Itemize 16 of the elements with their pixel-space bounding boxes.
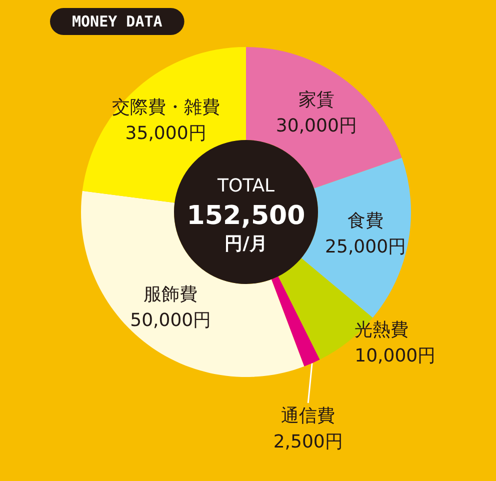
chart-title: MONEY DATA	[72, 12, 162, 30]
data-label: 30,000円	[276, 115, 357, 136]
data-label: 50,000円	[130, 310, 212, 331]
text: 円/月	[224, 234, 268, 254]
text: TOTAL	[216, 176, 275, 196]
slice-label: 通信費	[281, 406, 336, 426]
data-label: 10,000円	[354, 345, 436, 366]
slice-label: 光熱費	[354, 319, 409, 340]
text: 152,500	[186, 201, 306, 231]
data-label: 35,000円	[125, 123, 206, 144]
slice-label: 交際費・雑費	[112, 97, 220, 118]
data-label: 2,500円	[273, 432, 343, 452]
data-label: 25,000円	[325, 236, 406, 258]
slice-label: 服飾費	[144, 284, 198, 305]
slice-label: 食費	[348, 210, 384, 232]
slice-label: 家賃	[298, 89, 334, 110]
